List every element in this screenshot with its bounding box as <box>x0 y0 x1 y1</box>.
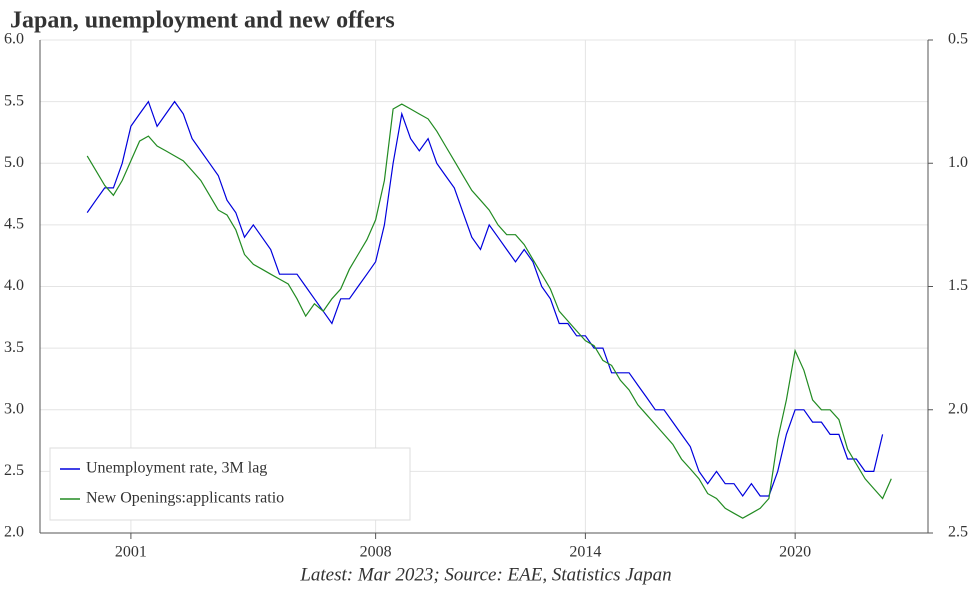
series-line <box>86 103 892 519</box>
x-tick-label: 2014 <box>569 544 601 561</box>
legend-box <box>49 447 411 521</box>
y-tick-label: 5.5 <box>4 92 24 109</box>
y2-tick-label: 2.5 <box>948 524 968 541</box>
y-tick-label: 2.0 <box>4 524 24 541</box>
y2-tick-label: 0.5 <box>948 31 968 48</box>
y-tick-label: 3.5 <box>4 339 24 356</box>
y2-tick-label: 1.0 <box>948 154 968 171</box>
legend-label: New Openings:applicants ratio <box>86 490 284 507</box>
series-line <box>86 100 884 498</box>
chart-title: Japan, unemployment and new offers <box>10 8 395 34</box>
y-tick-label: 2.5 <box>4 462 24 479</box>
y2-tick-label: 2.0 <box>948 400 968 417</box>
y-tick-label: 5.0 <box>4 154 24 171</box>
y-tick-label: 4.0 <box>4 277 24 294</box>
x-tick-label: 2008 <box>360 544 392 561</box>
y-tick-label: 6.0 <box>4 31 24 48</box>
x-tick-label: 2020 <box>779 544 811 561</box>
caption: Latest: Mar 2023; Source: EAE, Statistic… <box>299 564 671 585</box>
y-tick-label: 3.0 <box>4 400 24 417</box>
legend-label: Unemployment rate, 3M lag <box>86 460 267 477</box>
y2-tick-label: 1.5 <box>948 277 968 294</box>
y-tick-label: 4.5 <box>4 216 24 233</box>
x-tick-label: 2001 <box>115 544 147 561</box>
